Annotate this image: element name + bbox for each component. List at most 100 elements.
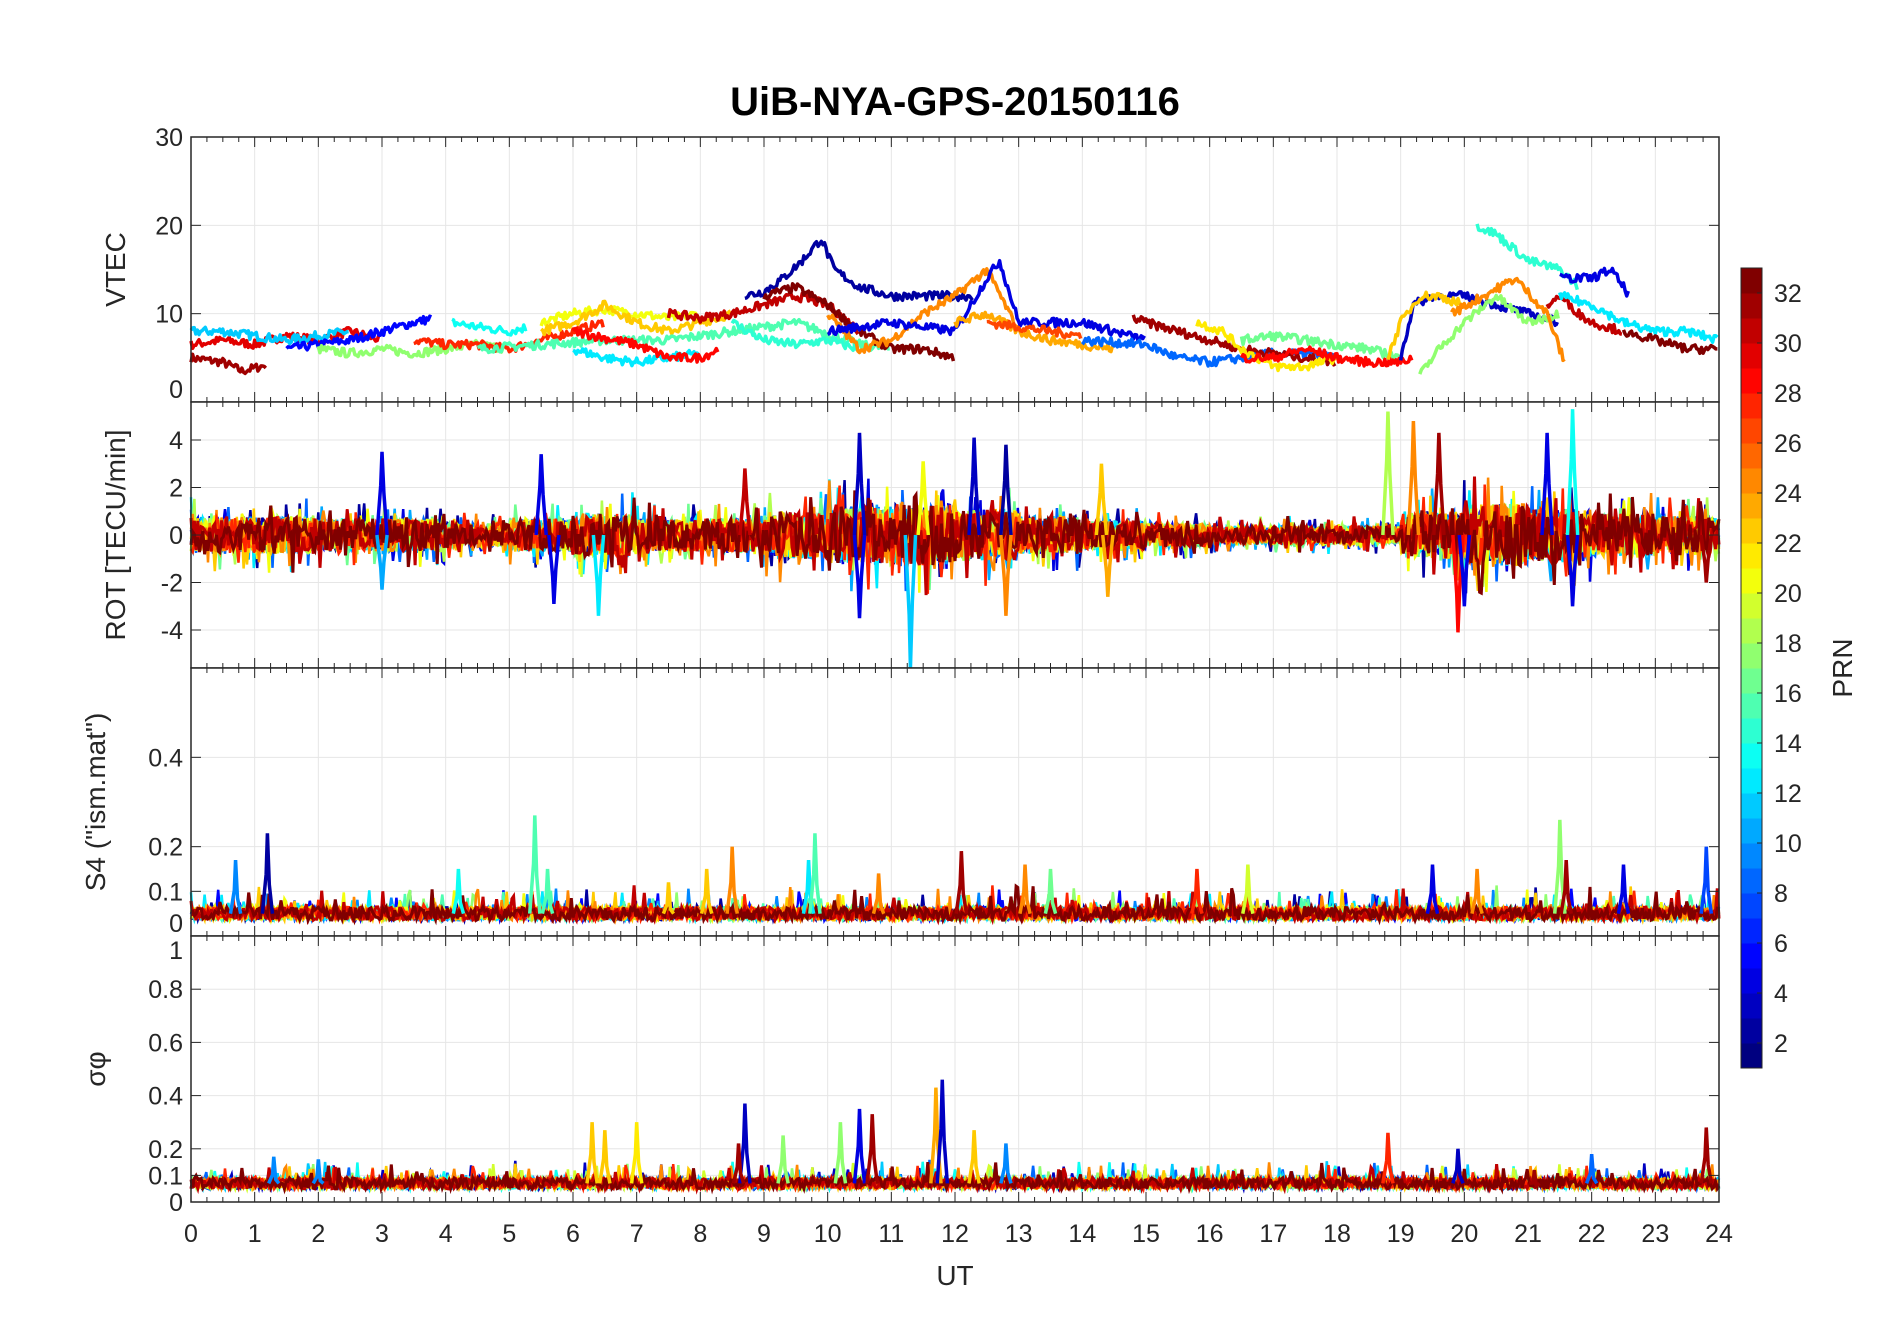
y-tick-label: 0	[169, 910, 183, 938]
series-prn-28	[571, 326, 720, 364]
colorbar-swatch	[1741, 368, 1762, 394]
spike-prn-4	[852, 534, 867, 619]
series-prn-24	[826, 267, 1019, 355]
spike-prn-27	[1381, 1132, 1395, 1184]
series-prn-27	[413, 319, 605, 354]
spike-prn-9	[999, 1143, 1013, 1184]
spike-prn-17	[833, 1122, 848, 1184]
y-axis-label: ROT [TECU/min]	[100, 429, 131, 640]
spike-prn-22	[699, 868, 714, 915]
colorbar-swatch	[1741, 943, 1762, 969]
y-tick-label: 2	[169, 475, 183, 503]
spike-prn-30	[738, 468, 752, 536]
spike-prn-24	[1018, 864, 1032, 915]
colorbar-swatch	[1741, 493, 1762, 519]
spike-prn-19	[1241, 864, 1255, 915]
spike-prn-20	[916, 461, 931, 536]
series-prn-5	[285, 314, 433, 352]
x-tick-label: 22	[1578, 1220, 1606, 1248]
spike-prn-4	[534, 454, 549, 536]
spike-prn-3	[1451, 1148, 1465, 1185]
y-tick-label: 0	[169, 376, 183, 404]
x-tick-label: 6	[566, 1220, 580, 1248]
series-prn-28	[1239, 345, 1414, 368]
colorbar-swatch	[1741, 993, 1762, 1019]
spike-prn-31	[1432, 432, 1446, 536]
x-tick-label: 1	[248, 1220, 262, 1248]
series-group	[189, 815, 1721, 926]
colorbar-swatch	[1741, 568, 1762, 594]
y-tick-label: 4	[169, 427, 183, 455]
x-tick-label: 0	[184, 1220, 198, 1248]
colorbar-swatch	[1741, 1018, 1762, 1044]
y-axis-label: VTEC	[100, 232, 131, 307]
x-tick-label: 12	[941, 1220, 969, 1248]
y-tick-label: -4	[161, 617, 183, 645]
y-tick-label: 0.4	[148, 744, 183, 772]
spike-prn-8	[1584, 1153, 1599, 1185]
spike-prn-27	[1190, 868, 1204, 915]
colorbar-swatch	[1741, 918, 1762, 944]
colorbar-tick-label: 28	[1774, 380, 1802, 408]
series-prn-32	[189, 490, 1721, 596]
spike-prn-31	[1559, 859, 1574, 915]
x-tick-label: 23	[1641, 1220, 1669, 1248]
colorbar-swatch	[1741, 543, 1762, 569]
colorbar-tick-label: 20	[1774, 580, 1802, 608]
series-prn-32	[189, 1161, 1721, 1195]
spike-prn-13	[1565, 409, 1580, 536]
spike-prn-22	[661, 882, 676, 915]
colorbar-swatch	[1741, 593, 1762, 619]
colorbar-swatch	[1741, 643, 1762, 669]
spike-prn-9	[267, 1156, 281, 1185]
x-tick-label: 3	[375, 1220, 389, 1248]
x-tick-label: 14	[1068, 1220, 1096, 1248]
panel-s4: 0 0.1 0.2 0.4 S4 ("ism.mat")	[80, 667, 1721, 938]
series-prn-22	[1386, 290, 1464, 361]
spike-prn-24	[1470, 868, 1484, 915]
colorbar-tick-label: 4	[1774, 980, 1788, 1008]
spike-prn-4	[1457, 534, 1472, 607]
spike-prn-21	[629, 1122, 644, 1184]
colorbar-swatch	[1741, 718, 1762, 744]
y-tick-label: 10	[155, 301, 183, 329]
x-tick-label: 16	[1196, 1220, 1224, 1248]
spike-prn-3	[967, 437, 981, 536]
spike-prn-31	[1699, 1127, 1714, 1184]
colorbar-tick-label: 18	[1774, 630, 1802, 658]
y-tick-label: 0.6	[148, 1029, 183, 1057]
spike-prn-15	[540, 868, 555, 915]
colorbar-tick-label: 16	[1774, 680, 1802, 708]
series-prn-32	[1621, 329, 1718, 356]
spike-prn-31	[1699, 534, 1714, 583]
spike-prn-9	[311, 1159, 325, 1185]
y-tick-label: 0.1	[148, 1162, 183, 1190]
x-tick-label: 2	[311, 1220, 325, 1248]
series-prn-24	[1450, 276, 1566, 363]
series-prn-13	[451, 317, 528, 337]
spike-prn-4	[547, 534, 561, 604]
x-tick-label: 11	[878, 1220, 904, 1248]
series-prn-4	[1559, 266, 1630, 298]
y-tick-label: 0	[169, 1189, 183, 1217]
series-prn-17	[1418, 293, 1560, 375]
spike-prn-4	[852, 1108, 867, 1184]
y-tick-label: -2	[161, 570, 183, 598]
x-tick-label: 18	[1323, 1220, 1351, 1248]
series-prn-16	[1239, 330, 1401, 361]
series-group	[189, 223, 1719, 376]
series-prn-31	[189, 352, 268, 376]
series-group	[189, 1079, 1721, 1195]
colorbar-tick-label: 22	[1774, 530, 1802, 558]
x-tick-label: 5	[502, 1220, 516, 1248]
spike-prn-12	[591, 534, 606, 616]
spike-prn-15	[527, 815, 542, 914]
series-prn-26	[986, 319, 1083, 340]
series-prn-17	[316, 338, 510, 359]
colorbar-tick-label: 8	[1774, 880, 1788, 908]
colorbar-swatch	[1741, 893, 1762, 919]
spike-prn-24	[999, 534, 1013, 616]
colorbar-swatch	[1741, 518, 1762, 544]
spike-prn-2	[999, 444, 1013, 536]
